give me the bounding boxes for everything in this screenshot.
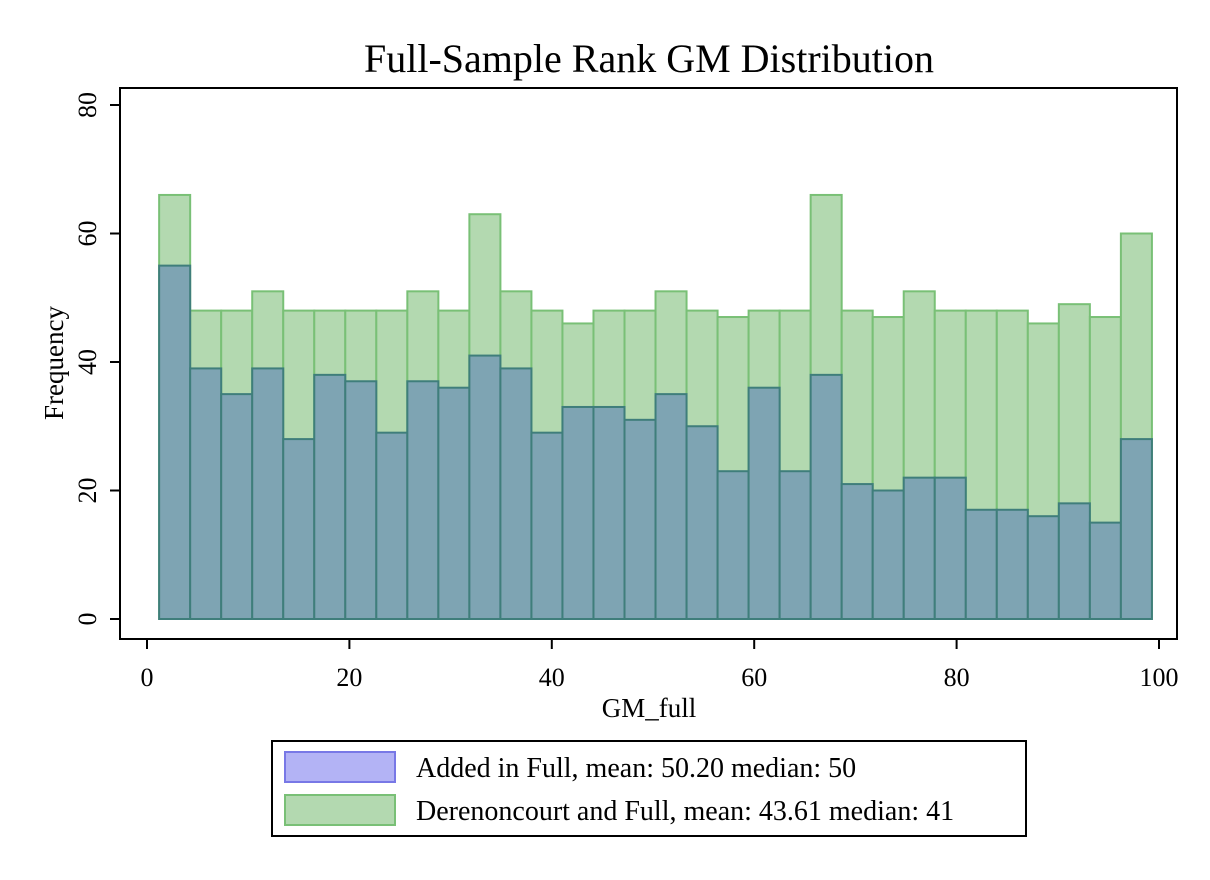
x-axis-label: GM_full — [602, 693, 697, 723]
added-bar-20 — [747, 386, 781, 621]
added-bar-32 — [1119, 438, 1153, 620]
added-bar-9 — [406, 380, 440, 620]
added-bar-19 — [716, 470, 750, 620]
y-tick-label-80: 80 — [73, 92, 102, 118]
added-bar-29 — [1026, 515, 1060, 621]
added-bar-17 — [654, 393, 688, 620]
added-bar-23 — [840, 483, 874, 621]
added-bar-12 — [499, 367, 533, 620]
added-bar-24 — [871, 489, 905, 620]
added-bar-14 — [561, 405, 595, 620]
added-bar-16 — [623, 418, 657, 621]
legend-swatch-added — [284, 751, 396, 783]
added-bar-2 — [189, 367, 223, 620]
x-tick-label-20: 20 — [336, 663, 362, 692]
added-bar-31 — [1088, 521, 1122, 620]
added-bar-4 — [251, 367, 285, 620]
added-bar-11 — [468, 354, 502, 620]
y-axis: 0 20 40 60 80 — [73, 88, 121, 639]
series-added-bars — [158, 264, 1153, 621]
legend-label-added: Added in Full, mean: 50.20 median: 50 — [416, 753, 856, 784]
added-bar-5 — [282, 438, 316, 620]
x-tick-label-60: 60 — [741, 663, 767, 692]
x-tick-label-100: 100 — [1140, 663, 1179, 692]
y-tick-label-20: 20 — [73, 478, 102, 504]
y-tick-label-40: 40 — [73, 349, 102, 375]
x-tick-label-40: 40 — [539, 663, 565, 692]
added-bar-26 — [933, 476, 967, 620]
added-bar-3 — [220, 393, 254, 620]
x-tick-label-80: 80 — [944, 663, 970, 692]
added-bar-18 — [685, 425, 719, 620]
added-bar-8 — [375, 431, 409, 620]
added-bar-6 — [313, 373, 347, 620]
added-bar-21 — [778, 470, 812, 620]
legend: Added in Full, mean: 50.20 median: 50 De… — [271, 740, 1027, 837]
legend-box — [271, 740, 1027, 837]
added-bar-13 — [530, 431, 564, 620]
added-bar-15 — [592, 405, 626, 620]
added-bar-22 — [809, 373, 843, 620]
added-bar-10 — [437, 386, 471, 621]
added-bar-28 — [995, 508, 1029, 620]
added-bar-7 — [344, 380, 378, 620]
added-bar-30 — [1057, 502, 1091, 621]
legend-swatch-derenoncourt — [284, 794, 396, 826]
legend-label-derenoncourt: Derenoncourt and Full, mean: 43.61 media… — [416, 796, 954, 827]
chart-title: Full-Sample Rank GM Distribution — [364, 36, 934, 81]
y-axis-label: Frequency — [39, 306, 69, 420]
y-tick-label-60: 60 — [73, 221, 102, 247]
y-tick-label-0: 0 — [73, 613, 102, 626]
added-bar-1 — [158, 264, 192, 620]
x-tick-label-0: 0 — [141, 663, 154, 692]
added-bar-27 — [964, 508, 998, 620]
added-bar-25 — [902, 476, 936, 620]
x-axis: 0 20 40 60 80 100 — [120, 638, 1179, 692]
